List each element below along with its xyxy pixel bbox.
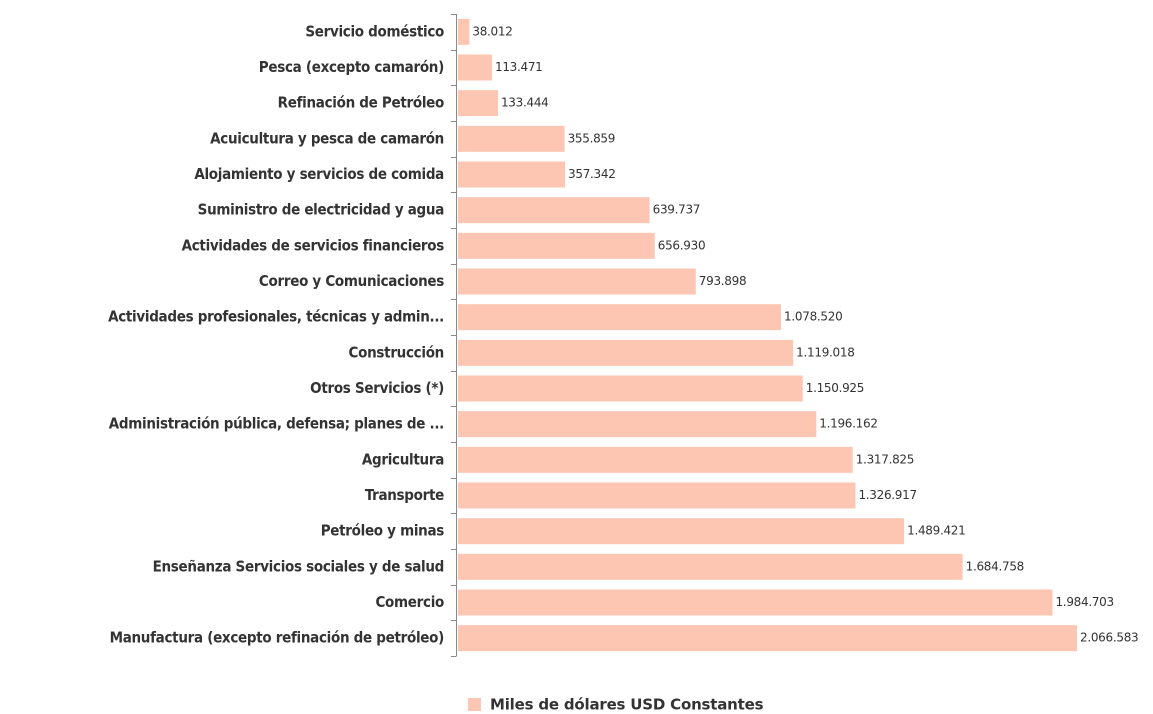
y-tick-label: Agricultura (362, 450, 444, 468)
bar (458, 375, 803, 402)
bar (458, 232, 655, 259)
y-tick-label: Actividades de servicios financieros (182, 236, 445, 254)
legend-swatch (468, 698, 481, 711)
bar (458, 268, 696, 295)
data-label: 656.930 (658, 238, 706, 252)
bar (458, 90, 498, 117)
y-tick-label: Manufactura (excepto refinación de petró… (110, 629, 445, 647)
data-label: 1.326.917 (858, 488, 916, 502)
data-label: 793.898 (699, 274, 747, 288)
y-tick-label: Otros Servicios (*) (310, 379, 444, 397)
y-tick-label: Suministro de electricidad y agua (198, 201, 445, 219)
bar (458, 411, 817, 438)
data-label: 357.342 (568, 167, 616, 181)
data-label: 1.984.703 (1055, 595, 1113, 609)
data-label: 1.078.520 (784, 310, 842, 324)
data-label: 113.471 (495, 60, 543, 74)
y-tick-label: Petróleo y minas (321, 522, 445, 540)
y-tick-label: Enseñanza Servicios sociales y de salud (153, 557, 444, 575)
y-tick-label: Administración pública, defensa; planes … (109, 415, 444, 433)
data-label: 639.737 (653, 203, 701, 217)
bar (458, 553, 963, 580)
bar (458, 161, 566, 188)
bar (458, 625, 1077, 652)
bar (458, 446, 853, 473)
bar (458, 54, 492, 81)
y-tick-label: Servicio doméstico (305, 22, 444, 40)
data-label: 355.859 (568, 131, 616, 145)
bar (458, 339, 794, 366)
data-label: 133.444 (501, 96, 549, 110)
y-tick-label: Correo y Comunicaciones (259, 272, 444, 290)
data-label: 1.489.421 (907, 524, 965, 538)
data-label: 1.684.758 (966, 559, 1024, 573)
y-tick-label: Actividades profesionales, técnicas y ad… (108, 308, 444, 326)
y-tick-label: Transporte (365, 486, 444, 504)
y-tick-label: Alojamiento y servicios de comida (194, 165, 444, 183)
y-tick-label: Refinación de Petróleo (278, 94, 444, 112)
bar (458, 125, 565, 152)
data-label: 2.066.583 (1080, 631, 1138, 645)
y-tick-label: Pesca (excepto camarón) (259, 58, 444, 76)
bar (458, 304, 782, 331)
bar (458, 518, 905, 545)
y-tick-label: Acuicultura y pesca de camarón (210, 129, 444, 147)
legend-label: Miles de dólares USD Constantes (490, 696, 764, 714)
data-label: 1.150.925 (806, 381, 864, 395)
data-label: 1.317.825 (856, 452, 914, 466)
bar (458, 482, 856, 509)
bar (458, 197, 650, 224)
bar (458, 18, 470, 45)
data-label: 1.196.162 (819, 417, 877, 431)
y-tick-label: Comercio (375, 593, 444, 611)
data-label: 38.012 (472, 24, 512, 38)
bar (458, 589, 1053, 616)
y-tick-label: Construcción (349, 343, 444, 361)
data-label: 1.119.018 (796, 345, 854, 359)
